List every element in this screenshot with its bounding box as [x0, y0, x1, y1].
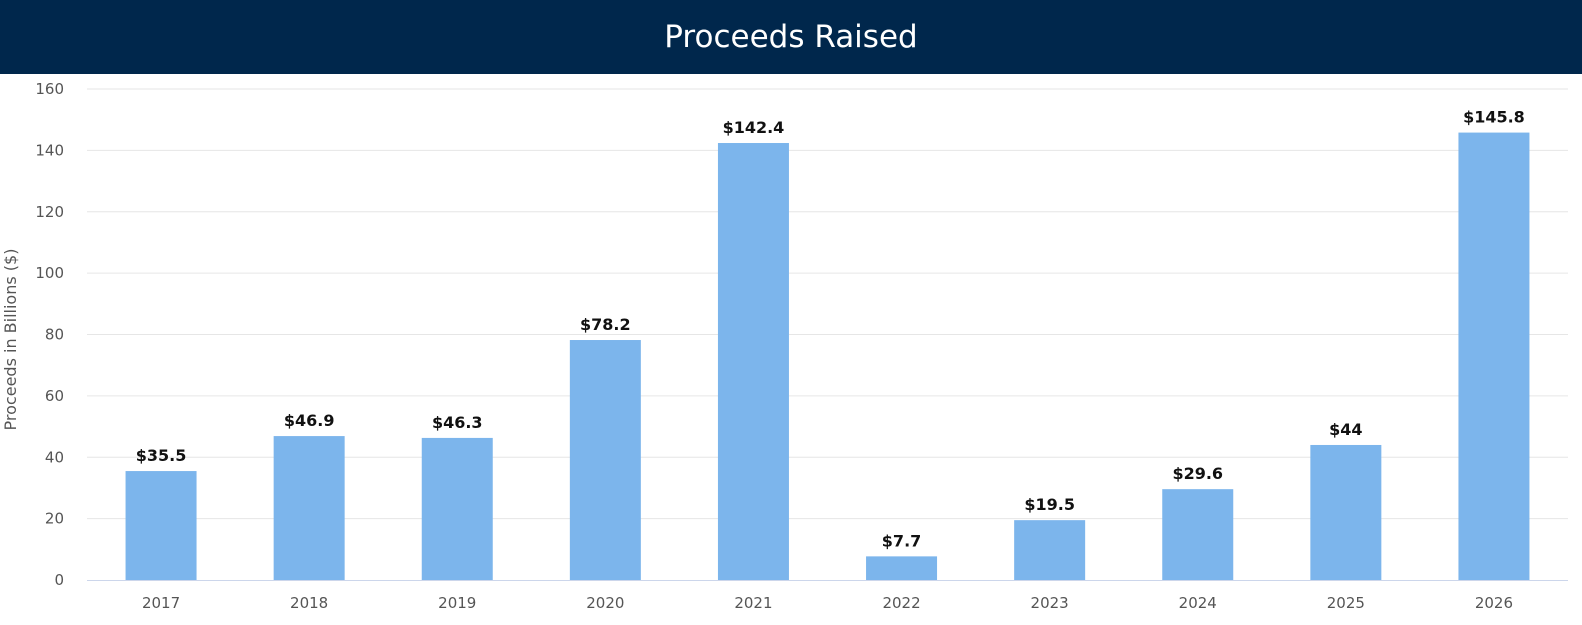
bar [125, 471, 197, 580]
y-tick-label: 40 [45, 448, 64, 466]
data-label: $7.7 [882, 531, 921, 550]
bar [421, 437, 493, 580]
chart-title: Proceeds Raised [664, 19, 918, 55]
bar [1310, 444, 1382, 580]
y-tick-label: 80 [45, 326, 64, 344]
data-label: $35.5 [136, 446, 187, 465]
x-tick-label: 2024 [1179, 594, 1217, 612]
bar [866, 556, 938, 580]
x-tick-label: 2018 [290, 594, 328, 612]
data-label: $46.3 [432, 413, 483, 432]
y-tick-label: 20 [45, 510, 64, 528]
y-tick-label: 160 [35, 80, 64, 98]
x-tick-label: 2021 [734, 594, 772, 612]
x-tick-label: 2022 [882, 594, 920, 612]
y-tick-label: 140 [35, 141, 64, 159]
x-tick-label: 2019 [438, 594, 476, 612]
x-tick-label: 2017 [142, 594, 180, 612]
x-tick-label: 2026 [1475, 594, 1513, 612]
bar [273, 436, 345, 580]
data-label: $29.6 [1172, 464, 1223, 483]
data-label: $78.2 [580, 315, 631, 334]
data-label: $19.5 [1024, 495, 1075, 514]
x-tick-label: 2020 [586, 594, 624, 612]
data-label: $46.9 [284, 411, 335, 430]
bar [1014, 520, 1086, 580]
bar [569, 340, 641, 580]
y-tick-label: 120 [35, 203, 64, 221]
x-tick-label: 2025 [1327, 594, 1365, 612]
bar [717, 143, 789, 580]
x-tick-label: 2023 [1031, 594, 1069, 612]
y-tick-label: 0 [54, 571, 64, 589]
y-axis-title: Proceeds in Billions ($) [1, 249, 20, 431]
bar [1162, 489, 1234, 580]
y-tick-label: 100 [35, 264, 64, 282]
bar [1458, 132, 1530, 581]
data-label: $145.8 [1463, 108, 1525, 127]
chart-header: Proceeds Raised [0, 0, 1582, 74]
data-label: $44 [1329, 420, 1362, 439]
data-label: $142.4 [723, 118, 785, 137]
y-tick-label: 60 [45, 387, 64, 405]
